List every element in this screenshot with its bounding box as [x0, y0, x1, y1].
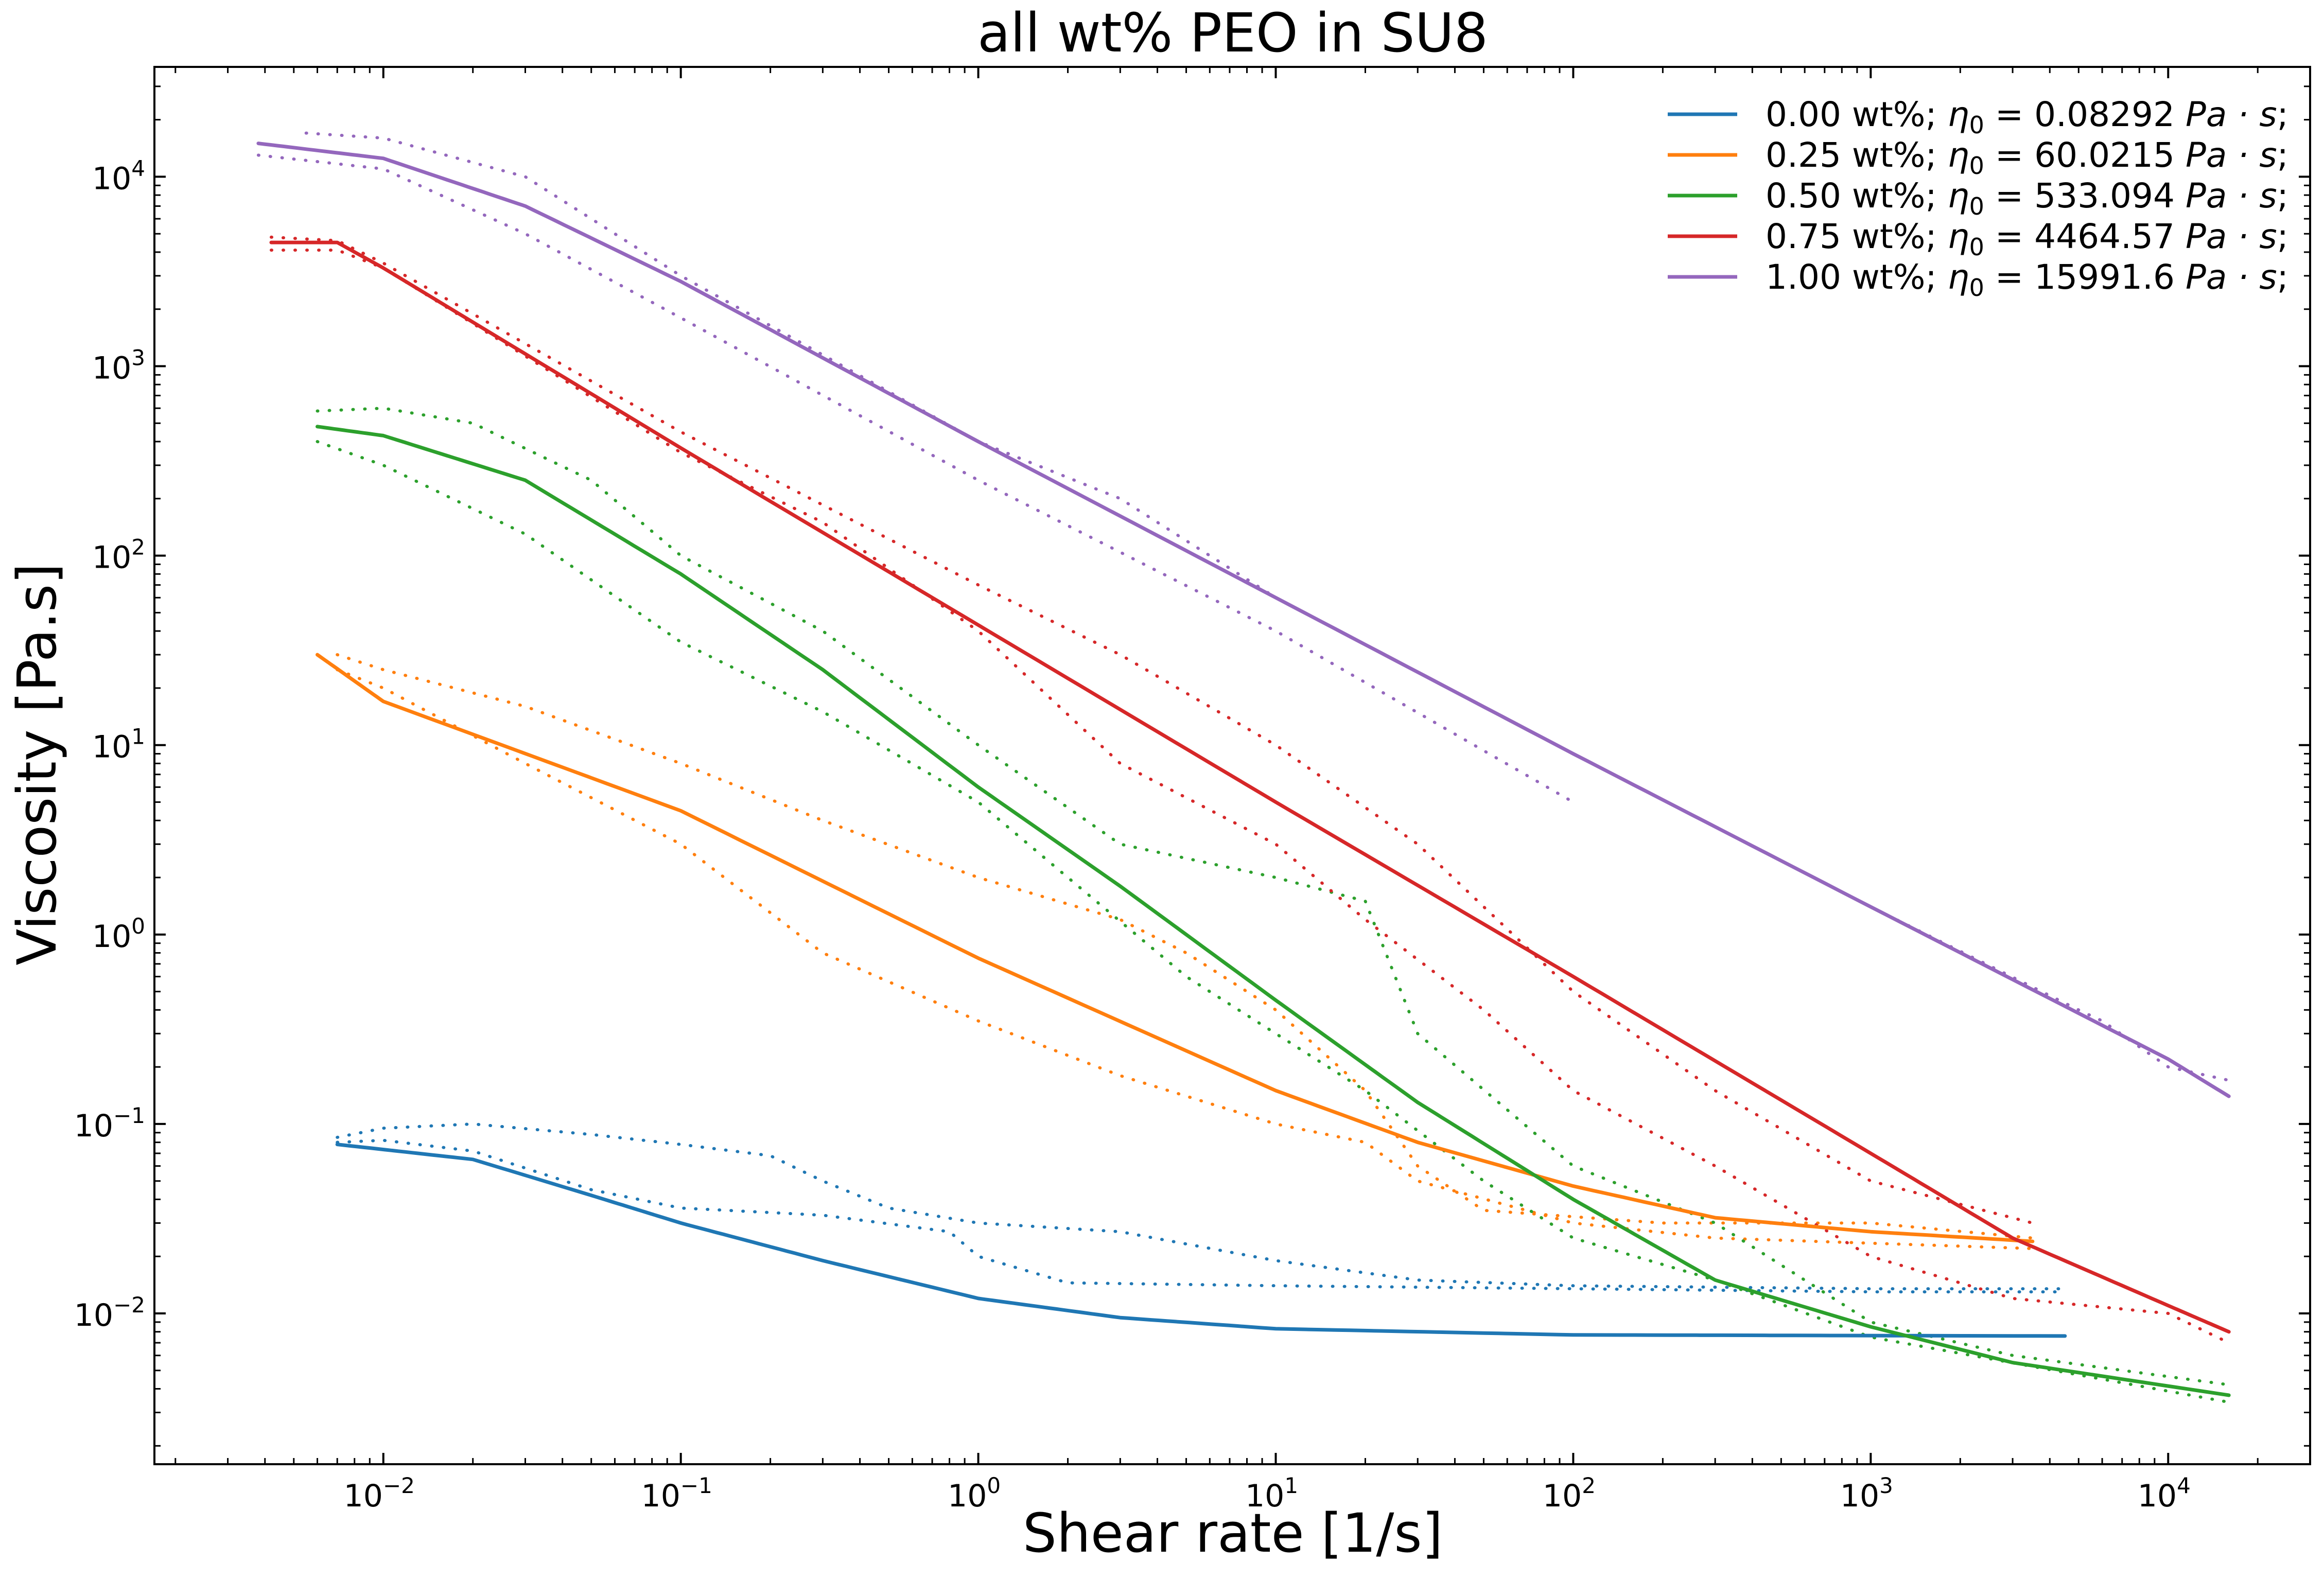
y-tick-label-exponent: −2	[113, 1292, 145, 1318]
legend: 0.00 wt%; η0 = 0.08292 Pa · s;0.25 wt%; …	[1668, 95, 2288, 302]
plot-area	[256, 131, 2231, 1404]
legend-label-prefix: 0.50 wt%;	[1766, 176, 1948, 216]
x-tick-label: 10−2	[344, 1473, 415, 1514]
y-tick-label: 102	[92, 535, 145, 576]
legend-label-eta: η	[1948, 135, 1969, 175]
y-tick-label-base: 10	[92, 540, 131, 576]
x-tick-label-exponent: −2	[383, 1473, 415, 1498]
y-tick-label-base: 10	[92, 919, 131, 955]
x-tick-label: 101	[1245, 1473, 1298, 1514]
x-tick-label-base: 10	[641, 1478, 680, 1514]
y-tick-label-exponent: 2	[131, 535, 145, 560]
x-tick-label-exponent: 0	[987, 1473, 1001, 1498]
x-tick-label: 10−1	[641, 1473, 712, 1514]
legend-label-sub: 0	[1969, 192, 1984, 220]
series-2-fit-line	[316, 425, 2231, 1397]
y-tick-label-base: 10	[92, 161, 131, 197]
x-tick-label-base: 10	[948, 1478, 987, 1514]
legend-label-sub: 0	[1969, 274, 1984, 302]
legend-label-prefix: 1.00 wt%;	[1766, 257, 1948, 297]
x-tick-label-exponent: −1	[680, 1473, 712, 1498]
x-tick-label-base: 10	[1245, 1478, 1284, 1514]
y-tick-label: 104	[92, 155, 145, 197]
legend-label-eta: η	[1948, 95, 1969, 134]
legend-label-suffix: ;	[2277, 257, 2288, 297]
legend-label-unit: Pa · s	[2186, 217, 2277, 256]
legend-label-suffix: ;	[2277, 176, 2288, 216]
legend-label-eta: η	[1948, 176, 1969, 216]
axes: 10−2 10−1 100 101 102 103 10410−210−1100101102…	[74, 66, 2311, 1514]
x-tick-label-exponent: 2	[1582, 1473, 1596, 1498]
chart-title: all wt% PEO in SU8	[977, 2, 1488, 64]
legend-label-eq: = 0.08292	[1984, 95, 2186, 134]
legend-label-prefix: 0.75 wt%;	[1766, 217, 1948, 256]
legend-label-sub: 0	[1969, 233, 1984, 261]
legend-label-prefix: 0.00 wt%;	[1766, 95, 1948, 134]
y-tick-label-base: 10	[74, 1297, 113, 1333]
y-tick-label: 103	[92, 345, 145, 387]
legend-label-eq: = 533.094	[1984, 176, 2186, 216]
y-tick-label-exponent: −1	[113, 1103, 145, 1128]
legend-label: 1.00 wt%; η0 = 15991.6 Pa · s;	[1766, 257, 2288, 302]
legend-label: 0.25 wt%; η0 = 60.0215 Pa · s;	[1766, 135, 2288, 180]
legend-label-suffix: ;	[2277, 95, 2288, 134]
legend-label-unit: Pa · s	[2186, 95, 2277, 134]
legend-label: 0.50 wt%; η0 = 533.094 Pa · s;	[1766, 176, 2288, 220]
legend-label: 0.00 wt%; η0 = 0.08292 Pa · s;	[1766, 95, 2288, 139]
x-tick-label-base: 10	[1840, 1478, 1879, 1514]
legend-label-eta: η	[1948, 257, 1969, 297]
series-3-fit-line	[269, 240, 2231, 1334]
x-tick-label: 102	[1543, 1473, 1596, 1514]
x-tick-label-base: 10	[344, 1478, 383, 1514]
plot-frame	[153, 66, 2311, 1465]
y-tick-label-base: 10	[92, 350, 131, 387]
legend-label-unit: Pa · s	[2186, 257, 2277, 297]
series-0-data-upper-points	[336, 1122, 2067, 1291]
legend-label-prefix: 0.25 wt%;	[1766, 135, 1948, 175]
legend-label-suffix: ;	[2277, 217, 2288, 256]
series-2-data-upper-points	[316, 407, 2231, 1386]
legend-label-sub: 0	[1969, 152, 1984, 180]
x-axis-label: Shear rate [1/s]	[1023, 1502, 1443, 1565]
legend-label-unit: Pa · s	[2186, 176, 2277, 216]
y-tick-label-exponent: 3	[131, 345, 145, 371]
y-tick-label: 100	[92, 914, 145, 955]
y-tick-label-exponent: 0	[131, 914, 145, 939]
legend-label-sub: 0	[1969, 111, 1984, 139]
x-tick-label: 103	[1840, 1473, 1893, 1514]
y-axis-label: Viscosity [Pa.s]	[6, 563, 68, 965]
series-0-fit-line	[335, 1143, 2067, 1338]
series-1-data-upper-points	[336, 653, 2034, 1240]
series-3-data-upper-points	[270, 235, 2034, 1225]
y-tick-label-exponent: 1	[131, 724, 145, 749]
y-tick-label-base: 10	[74, 1108, 113, 1144]
y-tick-label: 10−1	[74, 1103, 145, 1144]
series-1-fit-line	[316, 653, 2035, 1243]
y-tick-label-exponent: 4	[131, 155, 145, 181]
y-tick-label-base: 10	[92, 729, 131, 765]
x-tick-label: 100	[948, 1473, 1001, 1514]
series-4-fit-line	[256, 142, 2231, 1098]
legend-label-unit: Pa · s	[2186, 135, 2277, 175]
x-tick-label: 104	[2138, 1473, 2191, 1514]
legend-label-eq: = 60.0215	[1984, 135, 2186, 175]
legend-label-suffix: ;	[2277, 135, 2288, 175]
x-tick-label-exponent: 1	[1284, 1473, 1298, 1498]
series-4-data-upper-points	[304, 131, 2231, 1082]
x-tick-label-exponent: 4	[2177, 1473, 2191, 1498]
x-tick-label-exponent: 3	[1879, 1473, 1893, 1498]
y-tick-label: 101	[92, 724, 145, 765]
legend-label-eq: = 15991.6	[1984, 257, 2186, 297]
legend-label-eta: η	[1948, 217, 1969, 256]
x-tick-label-base: 10	[1543, 1478, 1582, 1514]
legend-label: 0.75 wt%; η0 = 4464.57 Pa · s;	[1766, 217, 2288, 261]
y-tick-label: 10−2	[74, 1292, 145, 1333]
x-tick-label-base: 10	[2138, 1478, 2177, 1514]
legend-label-eq: = 4464.57	[1984, 217, 2186, 256]
